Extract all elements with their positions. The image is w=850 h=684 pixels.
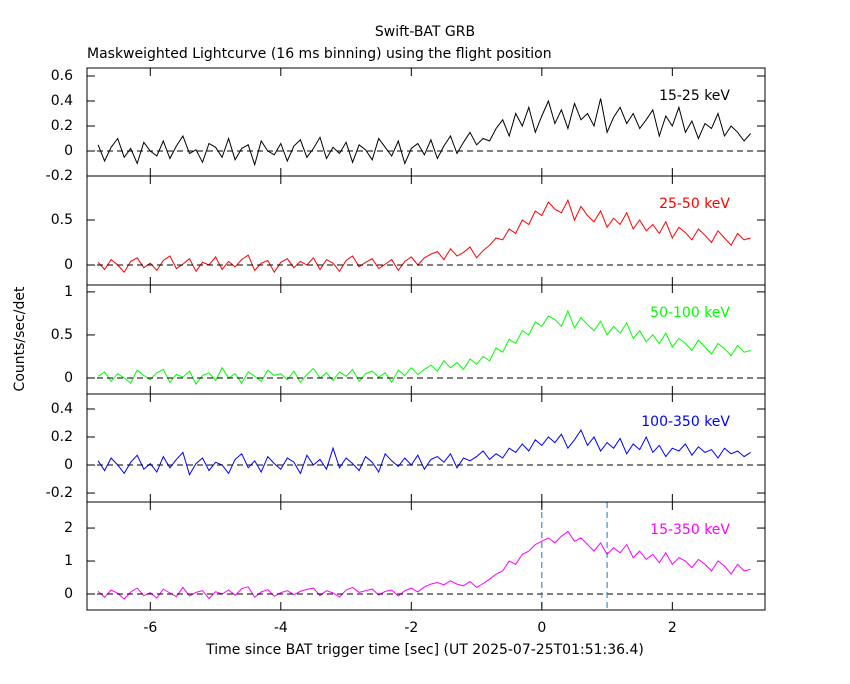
band-label: 15-350 keV: [650, 522, 730, 538]
y-tick-label: 0: [64, 457, 73, 473]
band-label: 15-25 keV: [659, 88, 730, 104]
y-axis-label: Counts/sec/det: [12, 286, 28, 391]
chart-subtitle: Maskweighted Lightcurve (16 ms binning) …: [87, 46, 552, 62]
y-tick-label: 0: [64, 257, 73, 273]
y-tick-label: 0.2: [51, 429, 73, 445]
y-tick-label: 0: [64, 143, 73, 159]
band-label: 50-100 keV: [650, 305, 730, 321]
y-tick-label: 0.5: [51, 212, 73, 228]
x-tick-label: -2: [404, 620, 418, 636]
y-tick-label: 0.4: [51, 93, 73, 109]
y-tick-label: 0: [64, 586, 73, 602]
y-tick-label: -0.2: [46, 168, 73, 184]
x-tick-label: 0: [537, 620, 546, 636]
x-axis-label: Time since BAT trigger time [sec] (UT 20…: [205, 642, 644, 658]
x-tick-label: 2: [668, 620, 677, 636]
light-curve: [97, 428, 751, 477]
light-curve: [97, 98, 751, 167]
light-curve: [97, 530, 751, 600]
y-tick-label: -0.2: [46, 485, 73, 501]
y-tick-label: 0.2: [51, 118, 73, 134]
y-tick-label: 0.6: [51, 68, 73, 84]
y-tick-label: 2: [64, 520, 73, 536]
y-tick-label: 1: [64, 553, 73, 569]
x-tick-label: -4: [274, 620, 288, 636]
light-curve: [97, 198, 751, 274]
panel-frame: [86, 393, 766, 503]
band-label: 100-350 keV: [641, 414, 730, 430]
y-tick-label: 0.4: [51, 401, 73, 417]
chart-title: Swift-BAT GRB: [375, 24, 475, 40]
light-curve: [97, 309, 751, 385]
x-tick-label: -6: [143, 620, 157, 636]
band-label: 25-50 keV: [659, 196, 730, 212]
panel-frame: [86, 501, 766, 611]
y-tick-label: 1: [64, 284, 73, 300]
panel-frame: [86, 175, 766, 286]
y-tick-label: 0: [64, 370, 73, 386]
panel-frame: [86, 67, 766, 177]
y-tick-label: 0.5: [51, 327, 73, 343]
